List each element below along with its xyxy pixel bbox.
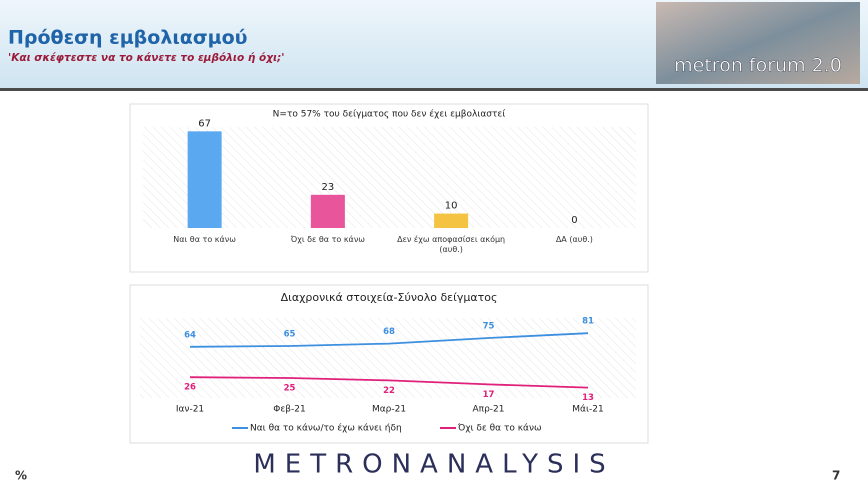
chart-title: N=το 57% του δείγματος που δεν έχει εμβο… xyxy=(273,109,506,120)
x-tick-label: Δεν έχω αποφασίσει ακόμη (αυθ.) xyxy=(397,235,506,254)
x-tick-label: Ιαν-21 xyxy=(176,405,204,415)
header-rule xyxy=(0,88,868,91)
legend-label: Ναι θα το κάνω/το έχω κάνει ήδη xyxy=(250,423,402,434)
data-label: 10 xyxy=(445,201,458,212)
data-label: 23 xyxy=(322,182,335,193)
category-label-box: ΔΑ (αυθ.) xyxy=(555,235,593,244)
x-tick-label: Μαρ-21 xyxy=(372,405,406,415)
data-label: 17 xyxy=(483,390,495,400)
unit-note: % xyxy=(15,469,27,483)
data-label: 13 xyxy=(582,393,594,403)
data-label: 25 xyxy=(284,384,296,394)
line xyxy=(189,332,589,348)
logo-text: metron forum 2.0 xyxy=(674,55,842,77)
brand: METRONANALYSIS xyxy=(253,450,614,480)
data-label: 64 xyxy=(184,330,196,340)
bar xyxy=(434,213,469,228)
x-tick-label: Φεβ-21 xyxy=(273,405,305,415)
logo-image xyxy=(656,2,860,84)
line xyxy=(189,376,589,389)
x-tick-label: Ναι θα το κάνω xyxy=(173,235,236,244)
plot-hatch xyxy=(140,318,636,398)
data-label: 0 xyxy=(571,215,577,226)
x-tick-label: Μάι-21 xyxy=(572,405,603,415)
bar xyxy=(310,194,345,228)
subtitle: 'Και σκέφτεστε να το κάνετε το εμβόλιο ή… xyxy=(8,52,285,64)
x-tick-label: ΔΑ (αυθ.) xyxy=(555,235,593,244)
x-tick-label: Όχι δε θα το κάνω xyxy=(290,235,365,244)
category-label-box: Δεν έχω αποφασίσει ακόμη (αυθ.) xyxy=(397,235,506,254)
category-label-box: Ναι θα το κάνω xyxy=(173,235,236,244)
data-label: 75 xyxy=(483,322,495,332)
chart-title: Διαχρονικά στοιχεία-Σύνολο δείγματος xyxy=(281,291,498,304)
category-label-box: Όχι δε θα το κάνω xyxy=(290,235,365,244)
data-label: 81 xyxy=(582,317,594,327)
plot-hatch xyxy=(143,127,636,228)
x-tick-label: Απρ-21 xyxy=(473,405,505,415)
data-label: 65 xyxy=(284,330,296,340)
data-label: 67 xyxy=(198,118,211,129)
page-number: 7 xyxy=(832,469,840,483)
title: Πρόθεση εμβολιασμού xyxy=(8,27,247,49)
legend-label: Όχι δε θα το κάνω xyxy=(457,423,542,434)
data-label: 22 xyxy=(383,386,395,396)
data-label: 26 xyxy=(184,383,196,393)
data-label: 68 xyxy=(383,327,395,337)
bar xyxy=(187,131,222,228)
